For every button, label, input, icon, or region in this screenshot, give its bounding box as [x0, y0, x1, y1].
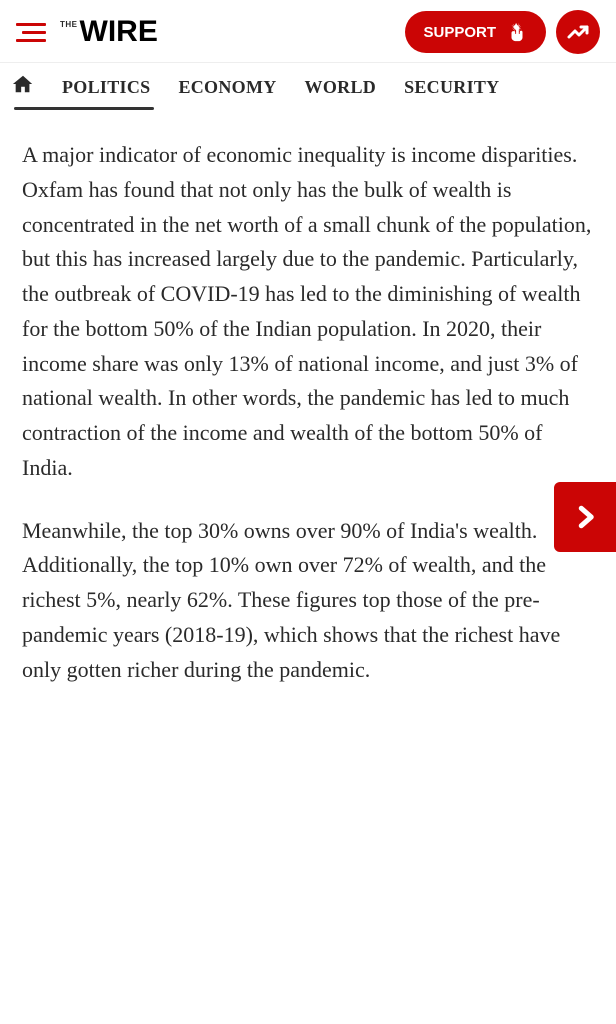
site-logo[interactable]: THE WIRE — [60, 15, 395, 49]
menu-icon[interactable] — [16, 23, 46, 42]
article-paragraph: Meanwhile, the top 30% owns over 90% of … — [22, 514, 594, 688]
header: THE WIRE SUPPORT — [0, 0, 616, 62]
chevron-right-icon — [570, 502, 600, 532]
main-nav: POLITICS ECONOMY WORLD SECURITY — [0, 62, 616, 111]
nav-item-world[interactable]: WORLD — [305, 77, 377, 98]
nav-item-security[interactable]: SECURITY — [404, 77, 499, 98]
nav-scroll-indicator — [14, 107, 154, 110]
next-arrow-button[interactable] — [554, 482, 616, 552]
logo-prefix: THE — [60, 20, 78, 29]
support-label: SUPPORT — [423, 24, 496, 41]
support-button[interactable]: SUPPORT — [405, 11, 546, 53]
article-paragraph: A major indicator of economic inequality… — [22, 138, 594, 486]
nav-item-politics[interactable]: POLITICS — [62, 77, 150, 98]
home-icon[interactable] — [12, 73, 34, 101]
trending-button[interactable] — [556, 10, 600, 54]
logo-main: WIRE — [80, 15, 158, 49]
clap-icon — [506, 21, 528, 43]
article-content: A major indicator of economic inequality… — [0, 112, 616, 735]
nav-item-economy[interactable]: ECONOMY — [178, 77, 276, 98]
trending-icon — [566, 20, 590, 44]
